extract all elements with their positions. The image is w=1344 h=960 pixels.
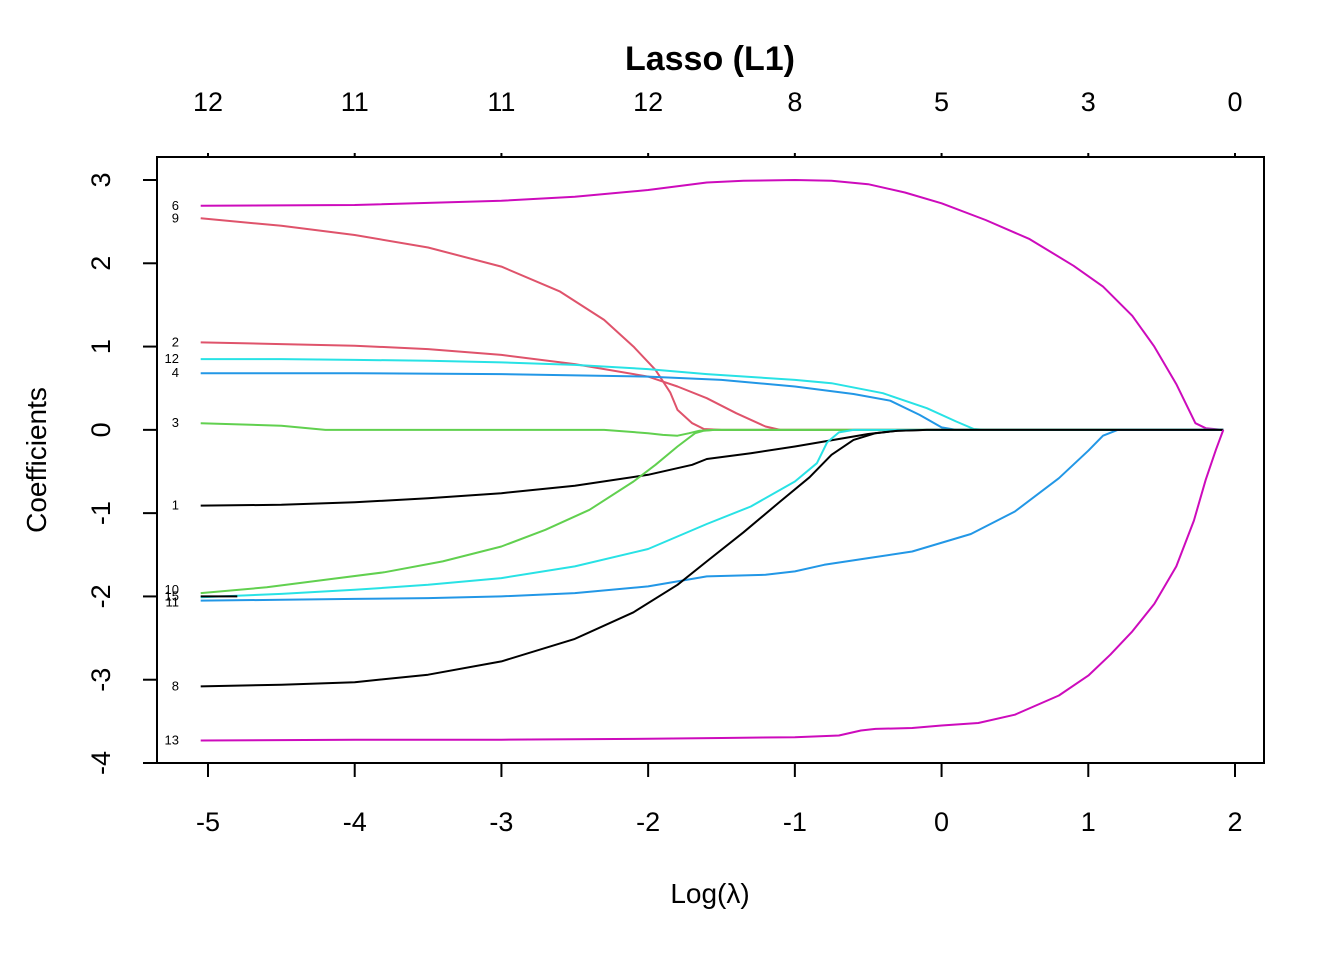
coef-path-2 [200,341,1224,431]
x-tick-label: 1 [1081,807,1096,837]
coef-path-5 [200,428,1224,599]
top-tick-label: 3 [1081,87,1096,117]
y-tick-label: 1 [86,339,116,354]
coef-path-4 [200,372,1224,431]
x-tick-label: -1 [783,807,807,837]
y-tick-label: 0 [86,422,116,437]
coef-path-13 [200,429,1225,742]
x-tick-label: -5 [196,807,220,837]
line-label-3: 3 [172,415,179,430]
y-tick-label: 2 [86,256,116,271]
line-label-1: 1 [172,498,179,513]
series-group [200,179,1225,742]
x-tick-label: 2 [1227,807,1242,837]
top-tick-label: 12 [193,87,223,117]
x-tick-label: 0 [934,807,949,837]
y-tick-label: -3 [86,668,116,692]
y-tick-label: -4 [86,751,116,775]
coef-path-10 [200,428,1224,595]
top-tick-label: 11 [487,87,515,117]
y-tick-label: -2 [86,584,116,608]
line-label-2: 2 [172,334,179,349]
line-label-13: 13 [165,733,179,748]
coef-path-11 [200,428,1224,602]
x-tick-label: -3 [489,807,513,837]
chart-title: Lasso (L1) [625,40,795,78]
top-tick-label: 0 [1227,87,1242,117]
line-label-9: 9 [172,210,179,225]
coef-path-9 [200,217,1224,431]
y-axis-label: Coefficients [21,387,52,533]
x-tick-label: -2 [636,807,660,837]
top-tick-label: 11 [341,87,369,117]
y-axis: -4 -3 -2 -1 0 1 2 3 [86,172,158,775]
coef-path-12 [200,358,1224,431]
line-label-10: 10 [165,582,179,597]
x-axis-label: Log(λ) [670,878,749,909]
line-label-12: 12 [165,351,179,366]
coef-path-6 [200,179,1224,431]
line-label-15: 15 [165,588,179,603]
y-tick-label: -1 [86,501,116,525]
coef-path-8 [200,428,1224,688]
line-label-11: 11 [166,594,180,609]
y-tick-label: 3 [86,172,116,187]
line-label-8: 8 [172,678,179,693]
line-label-4: 4 [172,365,179,380]
line-label-6: 6 [172,198,179,213]
x-tick-label: -4 [343,807,367,837]
top-tick-label: 5 [934,87,949,117]
plot-box [156,156,1265,764]
x-axis: -5 -4 -3 -2 -1 0 1 2 [196,762,1243,837]
top-tick-label: 12 [633,87,663,117]
top-axis: 12 11 11 12 8 5 3 0 [193,87,1243,158]
top-tick-label: 8 [787,87,802,117]
